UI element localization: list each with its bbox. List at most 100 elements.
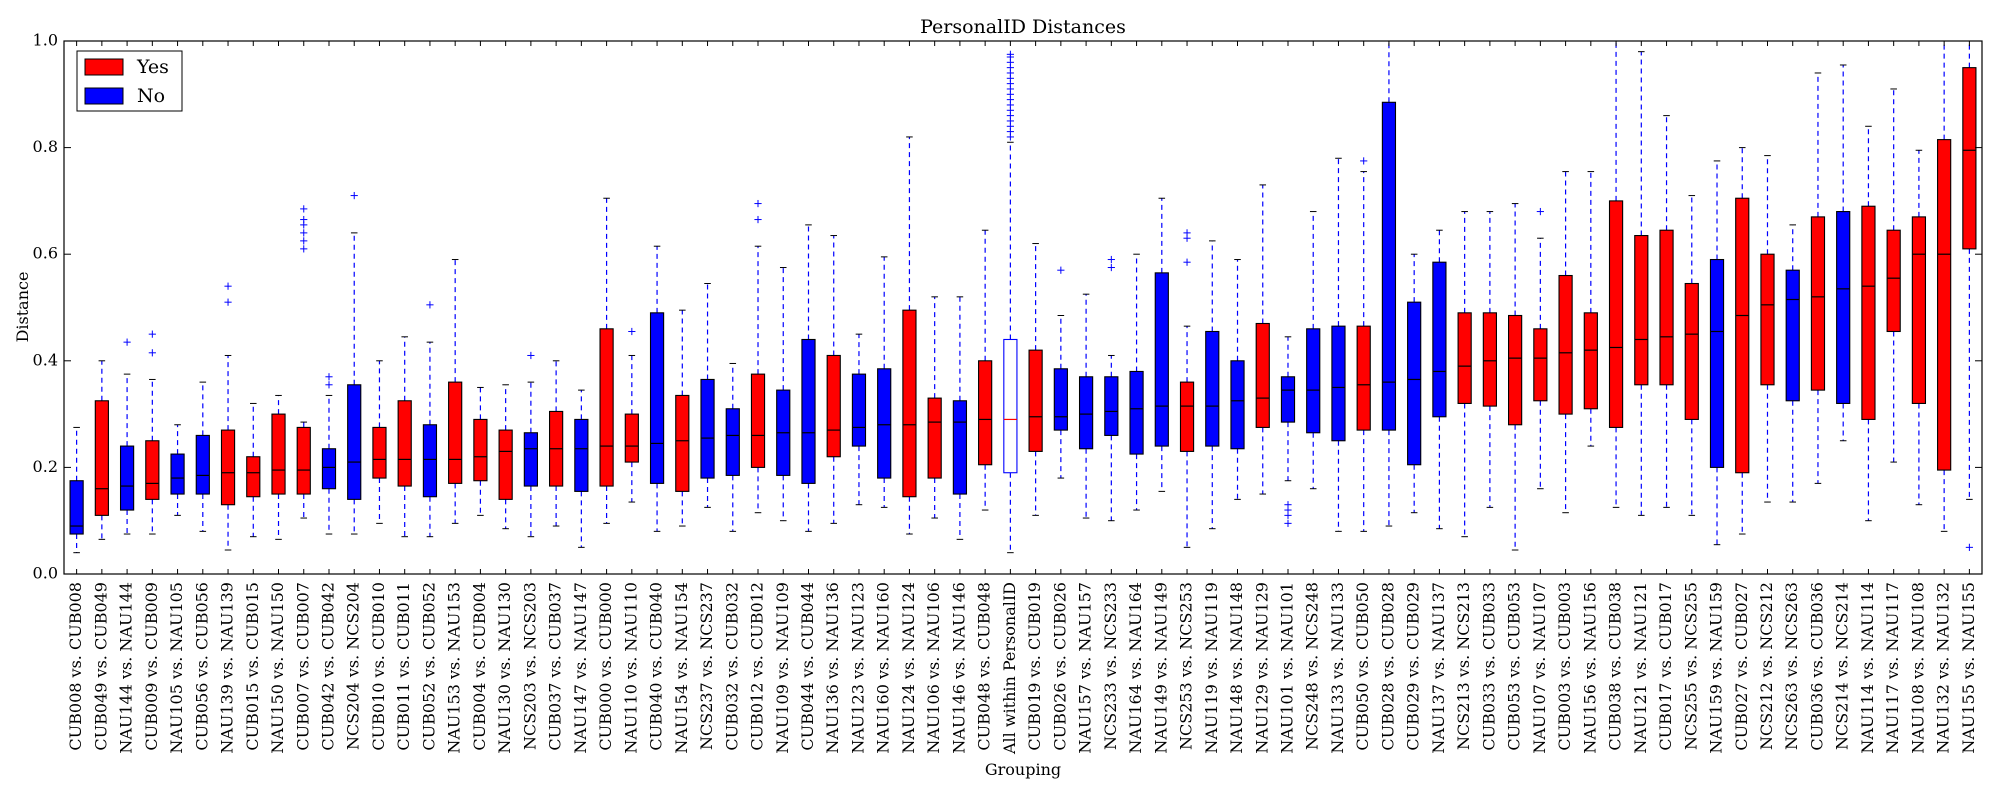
- box: [1407, 301, 1422, 466]
- legend-label: Yes: [136, 56, 169, 78]
- x-tick-label: NAU164 vs. NAU164: [1126, 582, 1145, 754]
- box-group: [1634, 51, 1649, 516]
- x-tick-label: NAU153 vs. NAU153: [445, 582, 464, 754]
- y-tick-label: 0.8: [33, 137, 58, 156]
- box-group: [523, 351, 538, 538]
- x-tick-label: NAU129 vs. NAU129: [1252, 582, 1271, 754]
- x-tick-label: NAU105 vs. NAU105: [167, 582, 186, 754]
- x-tick-label: NCS203 vs. NCS203: [520, 582, 539, 750]
- box: [1482, 312, 1497, 407]
- box: [1709, 258, 1725, 468]
- x-tick-label: CUB003 vs. CUB003: [1555, 582, 1574, 751]
- x-tick-label: NAU101 vs. NAU101: [1277, 582, 1296, 754]
- box-group: [1078, 293, 1094, 519]
- box: [448, 381, 463, 484]
- flier-point: [1965, 543, 1973, 551]
- box-group: [69, 426, 84, 554]
- box-group: [624, 327, 639, 503]
- x-tick-label: NAU124 vs. NAU124: [899, 582, 918, 754]
- box: [1457, 312, 1472, 404]
- box-group: [675, 309, 690, 527]
- box-group: [498, 384, 513, 530]
- box-group: [347, 191, 362, 535]
- flier-point: [527, 351, 535, 360]
- box: [195, 434, 210, 495]
- legend: Yes No: [76, 50, 183, 112]
- x-tick-label: NAU139 vs. NAU139: [218, 582, 237, 754]
- box: [902, 309, 917, 498]
- box: [801, 338, 816, 484]
- x-tick-label: CUB012 vs. CUB012: [748, 582, 767, 751]
- x-tick-label: NCS233 vs. NCS233: [1101, 582, 1120, 750]
- flier-point: [426, 301, 434, 309]
- flier-point: [1183, 258, 1191, 266]
- box-group: [1432, 229, 1447, 530]
- box-group: [1457, 211, 1472, 538]
- x-tick-label: CUB053 vs. CUB053: [1505, 582, 1524, 751]
- box-group: [1331, 157, 1346, 532]
- box: [246, 456, 261, 498]
- x-tick-label: NAU137 vs. NAU137: [1429, 582, 1448, 754]
- y-tick-label: 0.0: [33, 564, 58, 583]
- box-group: [1558, 171, 1573, 514]
- box-group: [1306, 211, 1321, 490]
- flier-point: [1057, 266, 1065, 274]
- box: [599, 328, 614, 487]
- x-tick-label: NCS255 vs. NCS255: [1681, 582, 1700, 750]
- box-group: [1785, 224, 1800, 503]
- x-tick-label: NCS212 vs. NCS212: [1757, 582, 1776, 750]
- x-tick-label: CUB032 vs. CUB032: [722, 582, 741, 751]
- box: [1129, 370, 1144, 455]
- box-group: [801, 224, 816, 532]
- box-group: [1508, 203, 1523, 551]
- box-group: [952, 296, 968, 540]
- x-tick-label: NAU117 vs. NAU117: [1883, 582, 1902, 754]
- box: [1836, 211, 1851, 404]
- box-group: [1356, 157, 1371, 532]
- x-tick-label: CUB044 vs. CUB044: [798, 582, 817, 751]
- x-tick-label: NCS213 vs. NCS213: [1454, 582, 1473, 750]
- box: [1886, 229, 1901, 333]
- x-tick-label: NAU130 vs. NAU130: [495, 582, 514, 754]
- box-group: [1003, 50, 1018, 554]
- box-group: [1280, 336, 1296, 527]
- box: [675, 394, 690, 492]
- x-tick-label: NAU109 vs. NAU109: [773, 582, 792, 754]
- box-group: [1608, 41, 1624, 508]
- box-group: [1962, 41, 1977, 551]
- box: [321, 448, 337, 490]
- box: [1659, 229, 1674, 386]
- box: [649, 312, 665, 484]
- box: [296, 426, 311, 495]
- box: [1634, 234, 1649, 386]
- box: [1583, 312, 1598, 410]
- box: [978, 360, 993, 466]
- box: [1785, 269, 1800, 402]
- box-group: [1861, 125, 1876, 522]
- box-group: [1735, 147, 1750, 535]
- box-group: [978, 229, 993, 511]
- box: [1760, 253, 1775, 386]
- box: [851, 373, 867, 447]
- box-group: [94, 360, 109, 540]
- box-group: [195, 381, 210, 532]
- box-group: [1911, 149, 1927, 506]
- x-tick-label: CUB052 vs. CUB052: [419, 582, 438, 751]
- box: [473, 418, 488, 482]
- x-tick-label: CUB019 vs. CUB019: [1025, 582, 1044, 751]
- box: [952, 400, 968, 495]
- box-group: [1886, 88, 1901, 463]
- box-group: [119, 338, 135, 535]
- box: [1028, 349, 1043, 452]
- box-group: [1230, 259, 1245, 500]
- x-tick-label: NAU108 vs. NAU108: [1908, 582, 1927, 754]
- legend-swatch: [84, 58, 124, 76]
- box: [1911, 216, 1927, 404]
- box: [1179, 381, 1195, 452]
- x-tick-label: CUB009 vs. CUB009: [142, 582, 161, 751]
- box-group: [927, 296, 942, 519]
- x-tick-label: CUB049 vs. CUB049: [91, 582, 110, 751]
- box-group: [700, 283, 715, 508]
- x-tick-label: CUB004 vs. CUB004: [470, 582, 489, 751]
